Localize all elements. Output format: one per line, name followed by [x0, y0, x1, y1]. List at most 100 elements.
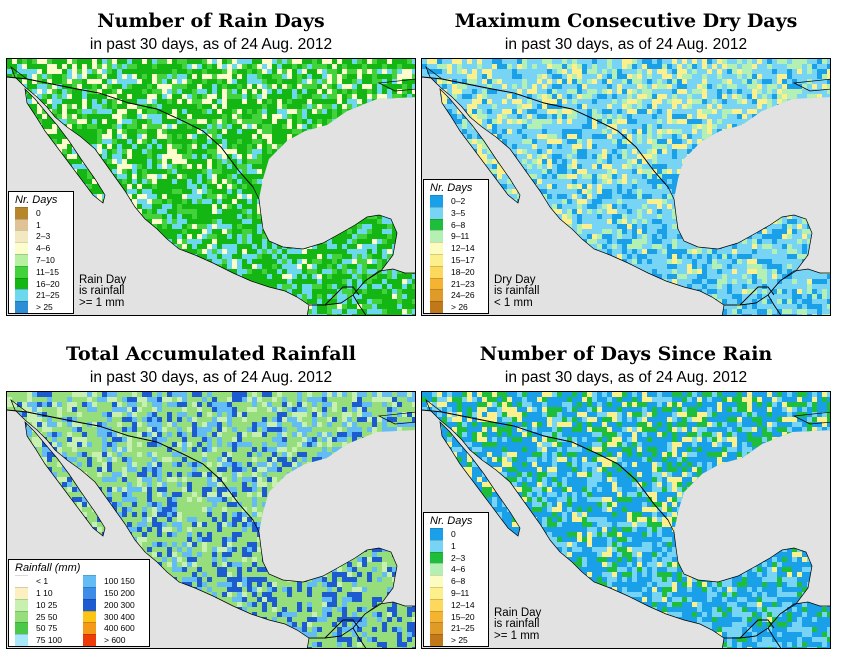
legend: Nr. Days 0 1 2–3 4–6 7–10 11–15 16–20 21–25 > 25 — [8, 190, 74, 314]
legend-label: 16–20 — [36, 278, 60, 289]
legend-swatch — [15, 586, 28, 599]
legend-item: 24–26 — [424, 289, 488, 302]
legend-swatch — [430, 598, 443, 611]
legend-item: 18–20 — [424, 265, 488, 278]
legend-swatch — [430, 563, 443, 576]
legend-item: 6–8 — [424, 575, 488, 588]
legend-label: 9–11 — [451, 231, 470, 242]
legend-swatch — [15, 253, 28, 266]
country-border — [324, 286, 360, 306]
legend-item: 9–11 — [424, 230, 488, 243]
map-max-dry-days: Nr. Days 0–2 3–5 6–8 9–11 12–14 15–17 18–20 21–2… — [421, 58, 831, 316]
legend-item: 9–11 — [424, 586, 488, 599]
legend-swatch — [430, 551, 443, 564]
legend-item: 7–10 — [9, 253, 73, 266]
coastline — [377, 411, 415, 425]
definition-note: Rain Day is rainfall >= 1 mm — [79, 274, 126, 310]
legend-label: 0 — [451, 528, 456, 539]
legend-label: 10 25 — [36, 599, 58, 610]
legend-label: 2–3 — [451, 552, 466, 563]
legend-label: 9–11 — [451, 587, 470, 598]
coastline — [792, 78, 830, 92]
legend-item: < 1 — [9, 575, 77, 588]
panel-max-dry-days: Maximum Consecutive Dry Days in past 30 … — [421, 0, 831, 318]
legend-label: 21–23 — [451, 278, 475, 289]
country-border — [739, 619, 775, 639]
legend-swatch — [430, 539, 443, 552]
legend-swatch — [83, 634, 96, 647]
legend-label: 25 50 — [36, 611, 58, 622]
legend-item: > 25 — [424, 634, 488, 647]
legend-label: 4–6 — [36, 243, 51, 254]
legend-label: 15–20 — [451, 611, 475, 622]
legend-label: 1 10 — [36, 587, 53, 598]
legend-title: Nr. Days — [15, 193, 58, 206]
coastline — [792, 411, 830, 425]
country-border — [767, 627, 782, 648]
country-border — [352, 627, 367, 648]
country-border — [7, 76, 254, 188]
legend-item: 75 100 — [9, 634, 77, 647]
coastline — [439, 88, 521, 204]
panel-subtitle: in past 30 days, as of 24 Aug. 2012 — [504, 369, 748, 386]
legend-swatch — [15, 634, 28, 647]
legend-swatch — [430, 277, 443, 290]
legend-label: 7–10 — [36, 254, 55, 265]
legend-label: 100 150 — [104, 576, 135, 587]
legend-item: 2–3 — [424, 551, 488, 564]
legend-item: 0 — [9, 206, 73, 219]
coastline — [721, 268, 830, 315]
map-canvas — [7, 392, 415, 648]
map-rain-days: Nr. Days 0 1 2–3 4–6 7–10 11–15 16–20 21–25 > 25 R… — [6, 58, 416, 316]
legend-swatch — [15, 301, 28, 314]
legend-item: 1 10 — [9, 586, 77, 599]
definition-note-line: >= 1 mm — [79, 296, 125, 309]
legend-label: 0–2 — [451, 195, 466, 206]
legend-label: 3–5 — [451, 207, 466, 218]
coastline — [377, 78, 415, 92]
legend-label: > 600 — [104, 635, 126, 646]
legend-swatch — [15, 598, 28, 611]
legend-label: 0 — [36, 207, 41, 218]
legend-label: 4–6 — [451, 564, 466, 575]
legend-swatch — [430, 230, 443, 243]
coastline — [439, 421, 521, 537]
legend-item: 25 50 — [9, 610, 77, 623]
legend-swatch — [430, 634, 443, 647]
definition-note: Dry Day is rainfall < 1 mm — [494, 274, 539, 310]
legend-item: 200 300 — [77, 598, 145, 611]
legend-label: > 25 — [36, 302, 53, 313]
definition-note-line: Rain Day — [494, 606, 542, 619]
panel-title: Number of Days Since Rain — [479, 343, 773, 365]
legend-swatch — [15, 575, 28, 588]
legend-label: 18–20 — [451, 266, 475, 277]
legend-swatch — [15, 206, 28, 219]
legend-label: 200 300 — [104, 599, 135, 610]
legend-swatch — [430, 586, 443, 599]
map-canvas — [422, 59, 830, 315]
legend-swatch — [15, 218, 28, 231]
legend-swatch — [430, 289, 443, 302]
legend-label: 12–14 — [451, 243, 475, 254]
legend-item: 4–6 — [424, 563, 488, 576]
legend-item: 3–5 — [424, 206, 488, 219]
legend-title: Nr. Days — [430, 515, 473, 528]
panel-subtitle: in past 30 days, as of 24 Aug. 2012 — [504, 36, 748, 53]
legend-swatch — [15, 622, 28, 635]
definition-note: Rain Day is rainfall >= 1 mm — [494, 606, 542, 643]
legend-label: 2–3 — [36, 231, 51, 242]
legend-label: 24–26 — [451, 290, 475, 301]
legend-swatch — [430, 218, 443, 231]
legend-swatch — [15, 289, 28, 302]
country-border — [324, 619, 360, 639]
legend-swatch — [15, 610, 28, 623]
country-border — [422, 409, 669, 521]
map-canvas — [422, 392, 830, 648]
legend-item: 150 200 — [77, 586, 145, 599]
legend-label: > 26 — [451, 302, 468, 313]
legend-item: 6–8 — [424, 218, 488, 231]
legend-swatch — [430, 527, 443, 540]
country-border — [739, 286, 775, 306]
